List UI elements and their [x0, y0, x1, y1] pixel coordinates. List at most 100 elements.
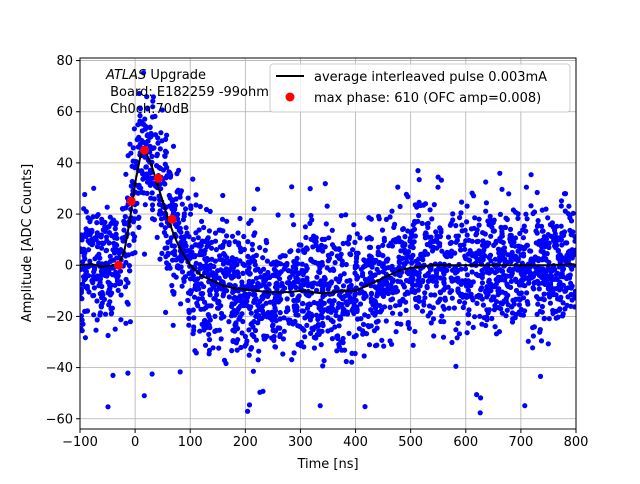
- sample-point: [196, 227, 202, 233]
- sample-point: [427, 207, 433, 213]
- sample-point: [464, 292, 470, 299]
- sample-point: [97, 312, 103, 318]
- sample-point: [505, 292, 511, 298]
- sample-point: [245, 239, 251, 245]
- sample-point: [390, 310, 396, 316]
- sample-point: [189, 244, 195, 250]
- sample-point: [501, 272, 507, 278]
- sample-point: [474, 300, 480, 306]
- sample-point: [558, 203, 564, 209]
- sample-point: [491, 307, 497, 313]
- sample-point: [112, 282, 118, 288]
- sample-point: [91, 285, 97, 291]
- sample-point: [132, 208, 138, 214]
- sample-point: [259, 294, 265, 300]
- sample-point: [148, 134, 154, 140]
- sample-point: [229, 348, 235, 354]
- sample-point: [499, 186, 505, 192]
- sample-point: [568, 291, 574, 298]
- sample-point: [107, 253, 113, 259]
- sample-point: [357, 301, 364, 307]
- sample-point: [288, 268, 294, 274]
- sample-point: [339, 262, 345, 268]
- sample-point: [181, 211, 187, 217]
- sample-point: [546, 240, 552, 246]
- sample-point: [461, 242, 467, 248]
- sample-point: [455, 320, 461, 326]
- sample-point: [385, 256, 391, 262]
- sample-point: [201, 224, 207, 231]
- sample-point: [452, 250, 458, 256]
- average-pulse-point: [133, 181, 137, 185]
- sample-point: [307, 220, 313, 226]
- sample-point: [344, 299, 350, 305]
- sample-point: [397, 203, 403, 210]
- sample-point: [250, 279, 256, 285]
- sample-point: [543, 236, 550, 242]
- sample-point: [240, 318, 246, 325]
- sample-point: [491, 284, 497, 290]
- sample-point: [295, 270, 301, 276]
- sample-point: [229, 301, 235, 307]
- sample-point: [135, 122, 141, 128]
- sample-point: [281, 315, 287, 321]
- sample-point: [545, 341, 551, 347]
- sample-point: [289, 212, 295, 218]
- sample-point: [202, 256, 208, 262]
- sample-point: [329, 336, 335, 342]
- sample-point: [230, 289, 236, 295]
- sample-point: [449, 339, 455, 346]
- sample-point: [419, 308, 426, 314]
- average-pulse-point: [210, 279, 214, 283]
- sample-point: [83, 226, 89, 232]
- sample-point: [372, 298, 378, 304]
- sample-point: [339, 347, 345, 353]
- max-phase-marker: [153, 173, 163, 183]
- sample-point: [488, 233, 494, 239]
- sample-point: [252, 230, 258, 236]
- sample-point: [424, 285, 430, 291]
- sample-point: [212, 313, 218, 319]
- sample-point: [317, 279, 323, 285]
- sample-point: [498, 277, 504, 283]
- sample-point: [524, 242, 531, 248]
- average-pulse-point: [398, 268, 402, 272]
- sample-point: [318, 306, 324, 312]
- sample-point: [147, 125, 153, 131]
- sample-point: [87, 217, 93, 223]
- sample-point: [117, 279, 124, 285]
- sample-point: [541, 291, 547, 297]
- sample-point: [409, 277, 415, 284]
- sample-point: [463, 255, 469, 261]
- sample-point: [187, 211, 194, 217]
- sample-point: [362, 263, 369, 269]
- sample-point: [120, 206, 126, 212]
- sample-point: [164, 265, 170, 271]
- sample-point: [494, 268, 500, 274]
- sample-point: [140, 176, 146, 182]
- sample-point: [322, 276, 328, 282]
- sample-point: [325, 258, 331, 264]
- sample-point: [196, 242, 202, 248]
- sample-point: [163, 136, 169, 142]
- sample-point: [476, 292, 482, 298]
- average-pulse-point: [376, 279, 380, 283]
- sample-point: [432, 292, 438, 298]
- x-tick-label: 100: [178, 435, 203, 450]
- sample-point: [369, 264, 375, 270]
- x-tick-label: 500: [398, 435, 423, 450]
- sample-point: [123, 276, 129, 283]
- sample-point: [478, 287, 484, 293]
- sample-point: [129, 251, 135, 257]
- sample-point: [525, 338, 531, 344]
- sample-point: [249, 247, 255, 253]
- sample-point: [295, 341, 301, 347]
- sample-point: [417, 202, 424, 209]
- sample-point: [396, 264, 402, 270]
- sample-point: [204, 319, 210, 325]
- sample-point: [281, 266, 287, 272]
- sample-point: [316, 322, 322, 329]
- sample-point: [107, 299, 113, 305]
- sample-point: [486, 277, 492, 283]
- sample-point: [521, 267, 527, 273]
